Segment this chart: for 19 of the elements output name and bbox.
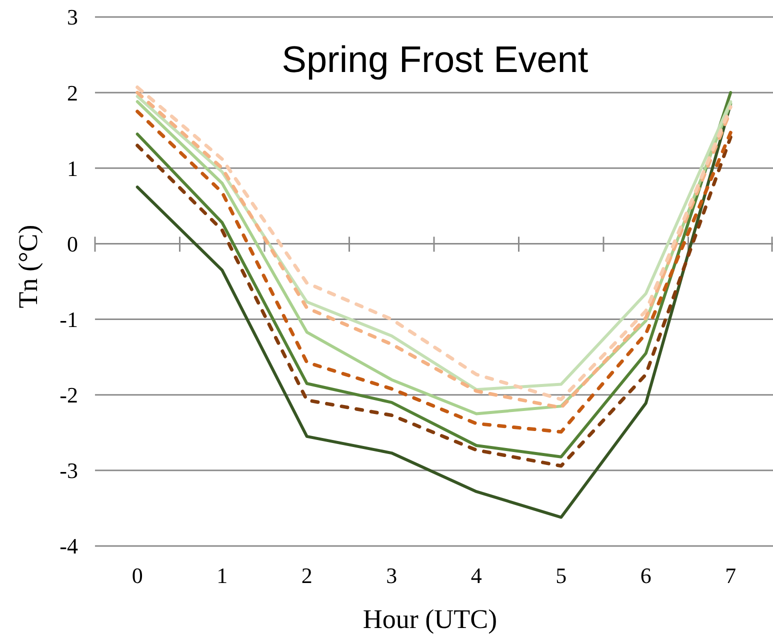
x-tick-label: 7 [725,563,736,588]
y-tick-label: 2 [67,80,78,106]
x-tick-label: 6 [640,563,652,588]
x-tick-label: 0 [132,563,143,588]
x-tick-label: 4 [470,563,482,588]
x-tick-label: 3 [386,563,398,588]
x-axis-title: Hour (UTC) [362,604,498,634]
text: Spring Frost Event [282,39,589,80]
y-tick-label: -2 [60,382,78,408]
y-tick-label: -1 [60,306,78,332]
y-tick-label: 0 [67,231,78,256]
y-axis-title: Tn (°C) [13,224,43,308]
x-tick-label: 2 [301,563,312,588]
y-tick-label: -3 [60,458,78,484]
y-tick-label: 1 [67,156,78,181]
x-tick-label: 1 [216,563,228,588]
y-tick-label: 3 [67,4,78,30]
y-tick-label: -4 [60,534,78,559]
x-tick-label: 5 [556,563,567,588]
